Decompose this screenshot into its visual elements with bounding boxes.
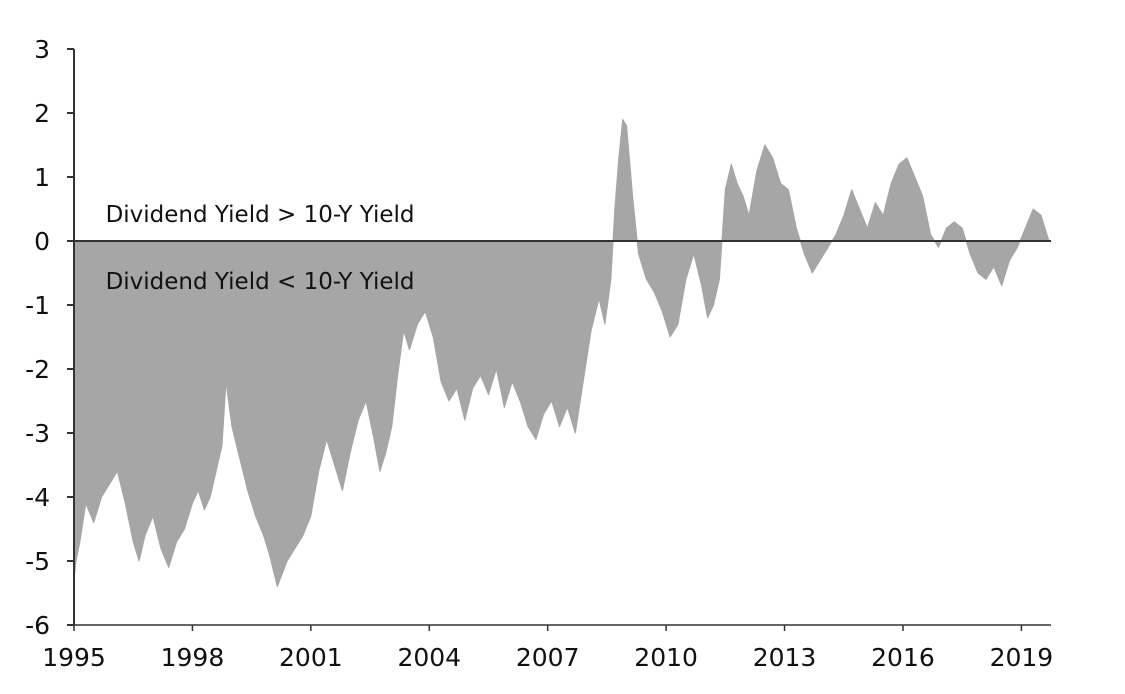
y-tick-label: 0 xyxy=(34,227,50,256)
y-tick-label: -2 xyxy=(25,355,50,384)
y-tick-label: -4 xyxy=(25,483,50,512)
annotation-0: Dividend Yield > 10-Y Yield xyxy=(106,202,415,228)
annotation-1: Dividend Yield < 10-Y Yield xyxy=(106,269,415,295)
label-layer: 3 2 1 0 -1 -2 -3 -4 -5 -6 1995 1998 2001 2004 2007 2010… xyxy=(25,35,1053,672)
y-tick-label: 3 xyxy=(34,35,50,64)
area-layer xyxy=(73,118,1050,588)
x-tick-label: 2019 xyxy=(990,643,1054,672)
x-tick-label: 2016 xyxy=(871,643,935,672)
y-tick-label: -3 xyxy=(25,419,50,448)
x-tick-label: 2004 xyxy=(397,643,461,672)
x-tick-label: 2007 xyxy=(516,643,580,672)
y-tick-label: -6 xyxy=(25,611,50,640)
x-tick-label: 2010 xyxy=(634,643,698,672)
x-tick-label: 1995 xyxy=(42,643,106,672)
annotation-layer: Dividend Yield > 10-Y Yield Dividend Yiel… xyxy=(106,202,415,295)
y-tick-label: -1 xyxy=(25,291,50,320)
x-tick-label: 2001 xyxy=(279,643,343,672)
axis-layer xyxy=(67,48,1051,631)
area-series-0 xyxy=(73,118,1050,588)
y-tick-label: 2 xyxy=(34,99,50,128)
y-tick-label: -5 xyxy=(25,547,50,576)
x-tick-label: 1998 xyxy=(161,643,225,672)
y-tick-label: 1 xyxy=(34,163,50,192)
x-tick-label: 2013 xyxy=(753,643,817,672)
